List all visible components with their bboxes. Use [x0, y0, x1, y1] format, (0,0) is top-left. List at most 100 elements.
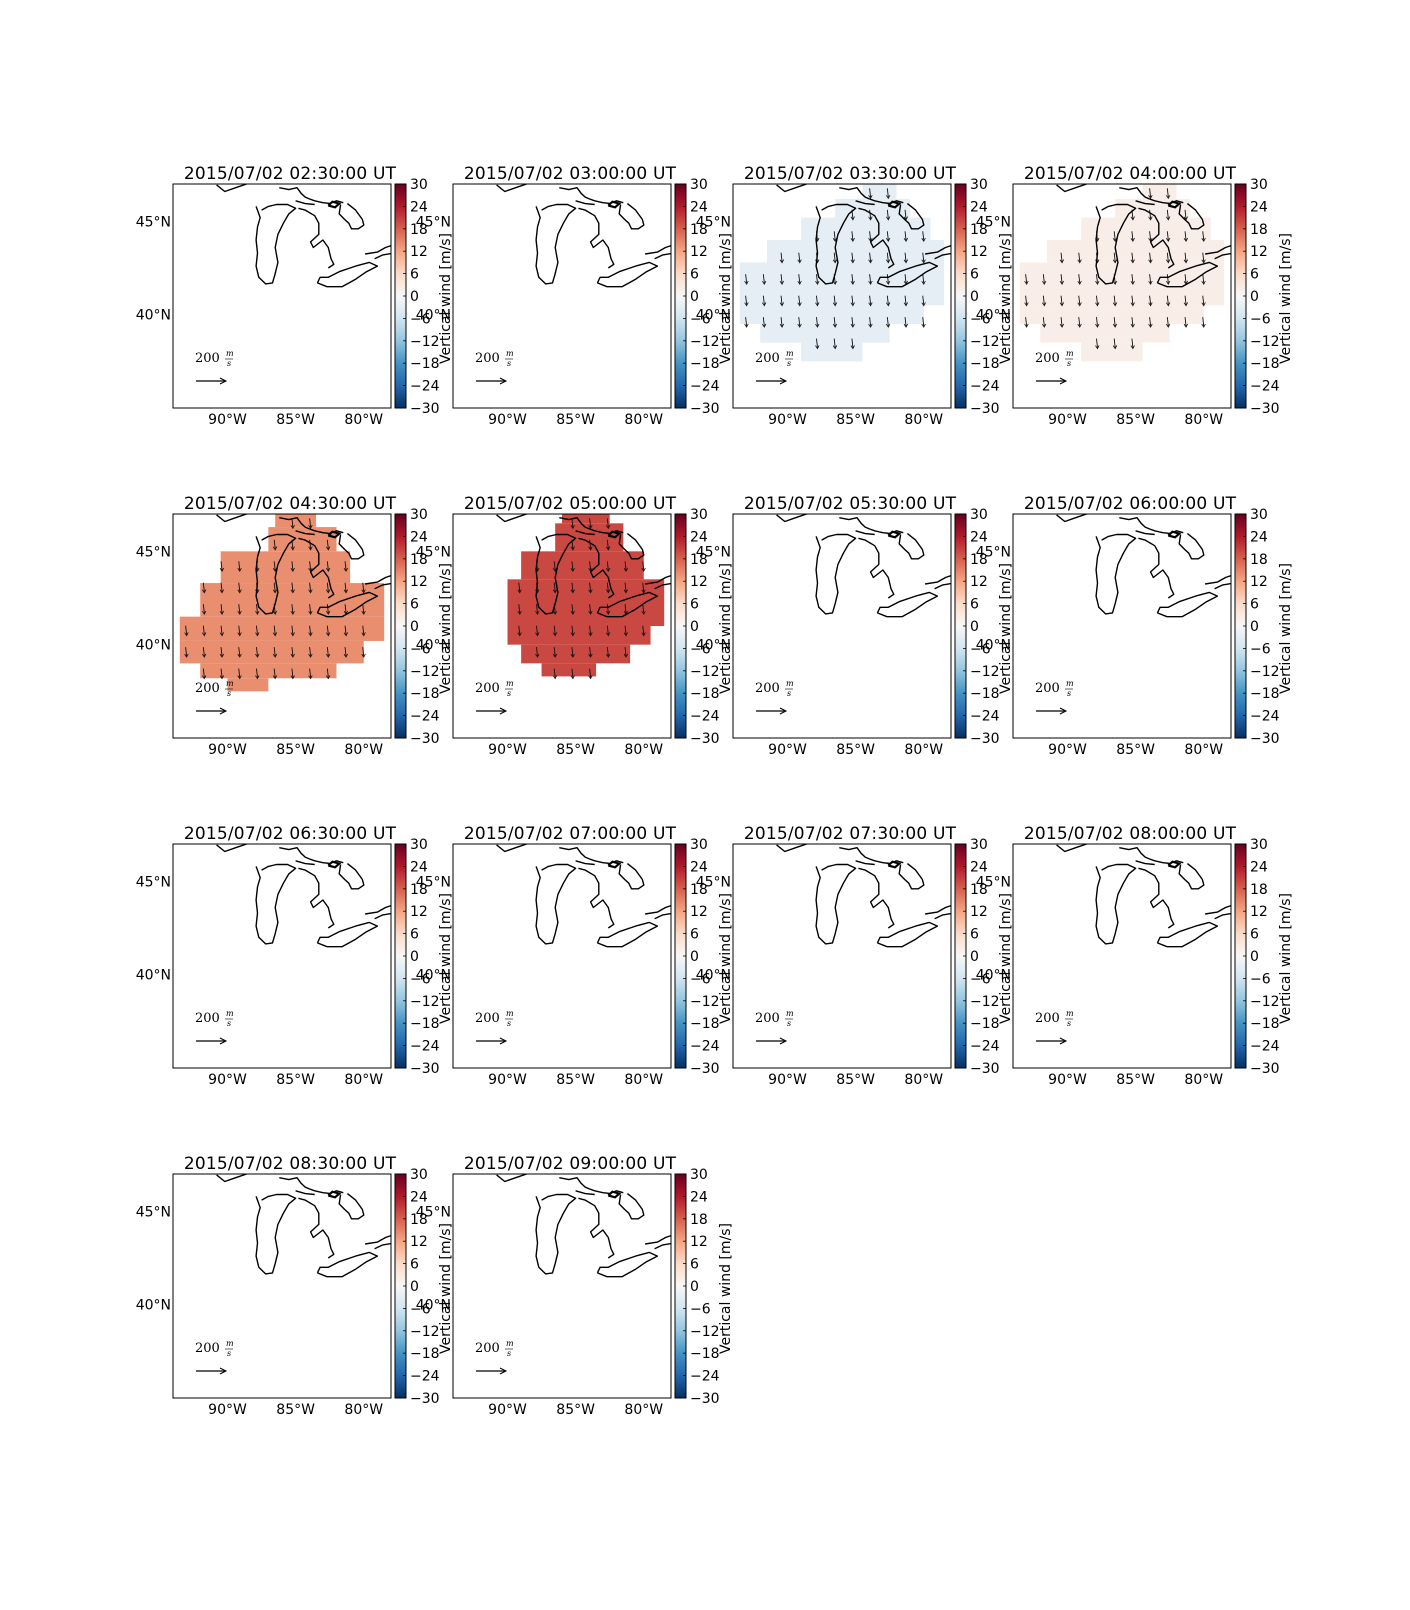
wind-arrow [1131, 274, 1134, 284]
wind-arrow [1166, 274, 1169, 284]
colorbar-tick-label: −12 [410, 1324, 440, 1340]
panel-title: 2015/07/02 05:00:00 UT [463, 494, 677, 514]
wind-arrow-head [868, 194, 873, 200]
map-panel: 2015/07/02 06:00:00 UT 90°W 85°W 80°W 45°N 40… [976, 492, 1300, 782]
wind-arrow [571, 518, 574, 528]
colorbar-tick-label: −24 [410, 1039, 440, 1055]
colorbar-tick-label: 24 [970, 529, 988, 545]
colorbar-tick-label: −6 [690, 1301, 711, 1317]
reference-arrow-label: 200 [195, 681, 220, 696]
y-tick-label: 40°N [696, 308, 731, 324]
wind-arrow [606, 625, 609, 635]
wind-arrow-head [605, 546, 611, 551]
wind-field [739, 184, 945, 362]
colorbar-tick-label: 30 [410, 837, 428, 853]
wind-cell [507, 626, 651, 645]
wind-arrow-head [641, 632, 646, 637]
wind-arrow-head [219, 589, 225, 594]
reference-arrow-label: 200 [475, 1011, 500, 1026]
wind-arrow [886, 209, 889, 219]
wind-arrow [291, 647, 294, 657]
panel-title: 2015/07/02 04:30:00 UT [183, 494, 397, 514]
wind-arrow [851, 295, 854, 305]
wind-arrow [326, 561, 329, 571]
wind-arrow [362, 582, 365, 592]
wind-cell [1081, 342, 1143, 362]
axes-frame [732, 183, 952, 409]
wind-arrow-head [1165, 237, 1171, 243]
wind-arrow [326, 668, 329, 678]
wind-arrow [291, 625, 294, 635]
wind-arrow [869, 274, 872, 284]
colorbar-tick-label: 18 [1250, 552, 1268, 568]
x-tick-label: 90°W [488, 1402, 527, 1418]
colorbar-tick-label: −18 [690, 356, 720, 372]
wind-arrow-head [1130, 259, 1135, 264]
wind-arrow [571, 561, 574, 571]
reference-unit-den: s [227, 1349, 231, 1358]
reference-unit-num: m [786, 1009, 794, 1018]
colorbar-tick-label: 6 [690, 267, 699, 283]
colorbar-tick-label: −12 [970, 994, 1000, 1010]
wind-arrow-head [1059, 280, 1065, 285]
wind-arrow [1202, 231, 1205, 241]
x-tick-label: 80°W [1184, 742, 1223, 758]
wind-arrow-head [325, 546, 331, 551]
x-tick-label: 85°W [556, 1072, 595, 1088]
colorbar-tick-label: 30 [690, 837, 708, 853]
wind-arrow-head [605, 589, 611, 594]
coastline [776, 844, 951, 948]
x-tick-label: 85°W [556, 412, 595, 428]
axes-frame [172, 183, 392, 409]
wind-arrow-head [868, 323, 873, 328]
colorbar-tick-label: −12 [410, 664, 440, 680]
wind-arrow-head [325, 653, 331, 658]
wind-arrow-head [885, 237, 891, 243]
wind-arrow [1149, 252, 1152, 262]
wind-arrow [571, 668, 574, 678]
colorbar-tick-label: 24 [690, 1189, 708, 1205]
reference-unit-den: s [1067, 359, 1071, 368]
y-tick-label: 40°N [136, 968, 171, 984]
wind-arrow-head [762, 280, 767, 285]
colorbar-tick-label: 6 [410, 267, 419, 283]
wind-arrow-head [1148, 194, 1153, 200]
wind-arrow-head [219, 632, 225, 637]
colorbar-tick-label: 30 [410, 1167, 428, 1183]
wind-arrow [256, 668, 258, 678]
wind-arrow [869, 209, 872, 219]
colorbar-tick-label: 0 [410, 949, 419, 965]
wind-arrow [851, 274, 854, 284]
y-tick-label: 45°N [976, 544, 1011, 560]
axes-frame [172, 1173, 392, 1399]
colorbar-tick-label: 18 [970, 552, 988, 568]
colorbar-tick-label: 24 [690, 199, 708, 215]
x-tick-label: 90°W [768, 742, 807, 758]
wind-arrow-head [202, 632, 207, 637]
wind-arrow-head [1059, 302, 1065, 307]
wind-arrow-head [1201, 259, 1206, 264]
panel-title: 2015/07/02 03:30:00 UT [743, 164, 957, 184]
colorbar-tick-label: 0 [690, 1279, 699, 1295]
wind-arrow-head [237, 632, 242, 637]
wind-arrow-head [237, 675, 242, 680]
wind-arrow-head [570, 653, 575, 658]
map-panel: 2015/07/02 03:00:00 UT 90°W 85°W 80°W 45°N 40… [416, 162, 740, 452]
wind-arrow-head [1024, 302, 1029, 307]
coastline [216, 1174, 391, 1278]
wind-arrow [309, 518, 312, 528]
wind-arrow-head [885, 259, 891, 264]
wind-arrow [589, 647, 592, 657]
colorbar-tick-label: −18 [970, 686, 1000, 702]
wind-arrow-head [308, 589, 313, 594]
wind-arrow-head [850, 216, 855, 221]
wind-arrow [238, 561, 241, 571]
x-tick-label: 80°W [624, 412, 663, 428]
colorbar-tick-label: 18 [410, 882, 428, 898]
wind-arrow-head [219, 567, 225, 573]
wind-arrow [273, 647, 276, 657]
coastline [1056, 184, 1231, 288]
y-tick-label: 45°N [416, 874, 451, 890]
colorbar-tick-label: 18 [1250, 882, 1268, 898]
colorbar-tick-label: 30 [970, 507, 988, 523]
